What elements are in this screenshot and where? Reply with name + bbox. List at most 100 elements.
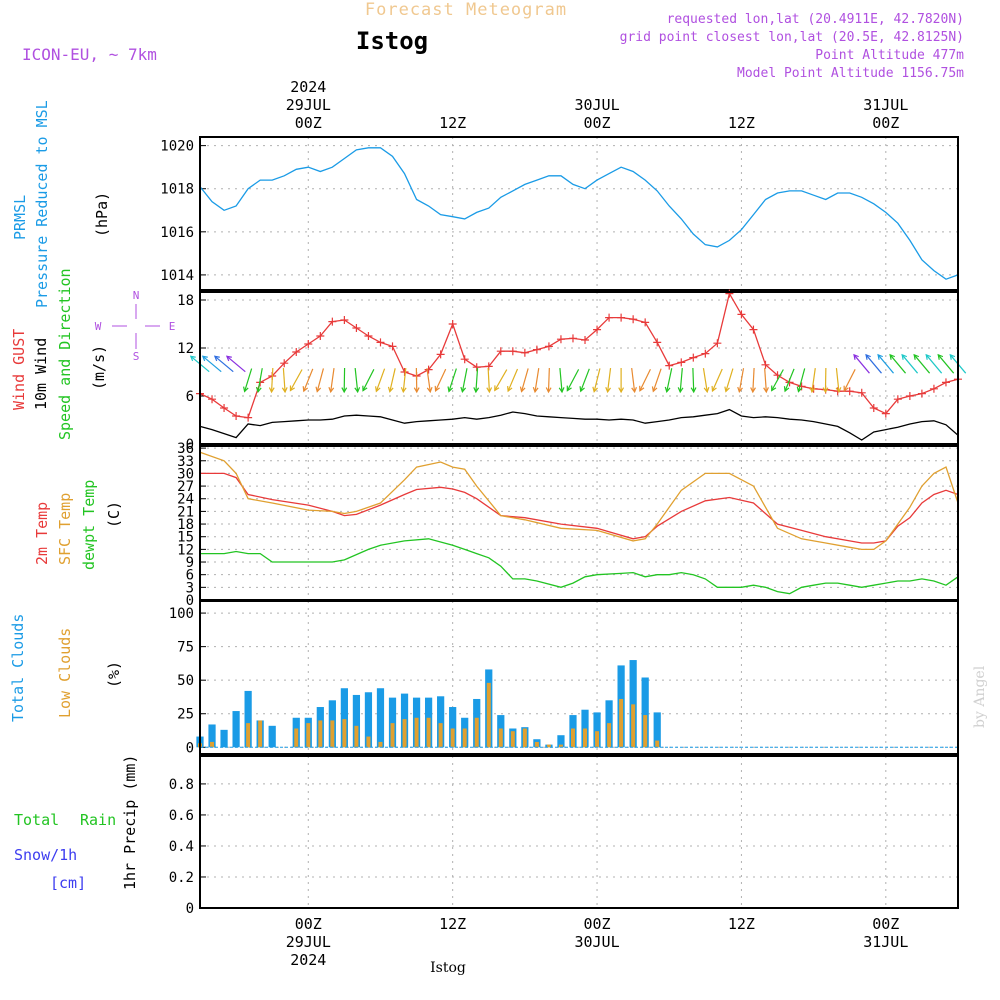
pressure-side-labels: PRMSL Pressure Reduced to MSL (hPa) [11,100,111,308]
wind-arrow-head [690,387,697,394]
wind-arrow [289,369,303,391]
gust-point [532,345,541,354]
total-cloud-bar [557,735,565,748]
time-label: 29JUL [286,933,331,951]
y-tick-label: 1020 [160,139,194,155]
time-label: 29JUL [286,96,331,114]
compass-e: E [169,320,176,333]
wind-arrow-head [189,355,196,362]
y-tick-label: 100 [169,606,194,622]
low-cloud-bar [583,728,588,748]
series-line [199,408,959,441]
wind-arrow-head [579,386,585,393]
wind-arrow [214,355,234,373]
low-cloud-bar [522,728,527,748]
gust-point [292,348,301,356]
wind-arrow [692,367,695,393]
gust-point [328,317,337,326]
wind-arrow [631,368,636,392]
low-cloud-bar [378,741,383,748]
gust-point [641,318,650,327]
credit-watermark: by Angel [972,665,988,728]
total-cloud-bar [376,688,385,748]
wind-arrow [835,368,840,392]
wind-arrow-head [750,387,756,394]
wind-arrow-head [651,386,658,393]
wind-arrow [547,367,550,393]
time-label: 00Z [295,915,322,933]
total-clouds-label: Total Clouds [9,614,27,722]
wind-arrow [580,368,590,392]
wind-arrow-head [426,386,433,394]
gust-point [869,404,878,412]
wind-arrow-head [558,387,565,394]
panel-frame [199,136,959,291]
low-clouds-label: Low Clouds [56,628,74,718]
pressure-unit-label: (hPa) [93,192,111,237]
y-tick-label: 6 [186,389,194,405]
wind-arrow [389,368,396,392]
low-cloud-bar [607,723,612,748]
y-tick-label: 50 [177,673,194,689]
wind-arrow [889,354,907,374]
wind-arrow-head [315,386,322,393]
time-label: 30JUL [574,933,619,951]
point-altitude: Point Altitude 477m [815,48,964,63]
wind-arrow-head [302,386,309,393]
wind-arrow-head [400,387,407,394]
wind-arrow-head [843,385,849,392]
y-tick-label: 9 [186,555,194,571]
wind-arrow-head [592,386,598,393]
y-tick-label: 24 [177,492,194,508]
time-label: 00Z [584,915,611,933]
wind-arrow [738,368,745,392]
bottom-time-axis: 00Z29JUL202412Z00Z30JUL12Z00Z31JUL12Z [286,915,909,969]
wind-arrow-head [255,386,262,394]
gust-point [833,387,842,396]
series-line [199,451,959,551]
total-cloud-bar [352,694,361,748]
low-cloud-bar [474,717,479,748]
wind-arrow [725,368,734,392]
wind-10m-label: 10m Wind [32,338,50,410]
gust-point [472,363,481,372]
total-cloud-bar [629,660,637,748]
wind-arrow [487,367,490,393]
wind-arrow [202,355,222,373]
model-label: ICON-EU, ~ 7km [22,45,157,64]
wind-arrow-head [949,353,956,360]
snow-label: Snow/1h [14,846,77,864]
time-label: 00Z [872,114,899,132]
total-cloud-bar [449,707,457,748]
wind-arrow-head [532,386,539,394]
wind-arrow-head [631,387,638,394]
wind-arrow [316,368,325,392]
wind-arrow-head [865,353,871,360]
wind-arrow-head [937,353,944,360]
wind-arrow [244,368,253,392]
gust-point [689,353,698,362]
low-cloud-bar [366,736,371,748]
wind-arrow [865,354,882,374]
compass-w: W [95,320,102,333]
wind-arrow [402,368,407,392]
wind-arrow-head [494,385,500,392]
wind-arrow-head [281,387,288,394]
time-label: 12Z [728,915,755,933]
y-tick-label: 21 [177,504,194,520]
total-cloud-bar [208,724,216,748]
gust-point [737,310,746,319]
low-cloud-bar [414,717,419,748]
gust-point [220,404,229,412]
wind-arrow-head [434,385,440,393]
grid-point-coords: grid point closest lon,lat (20.5E, 42.81… [620,30,964,45]
series-line [199,147,959,280]
wind-arrow [375,368,386,392]
wind-arrow-head [771,385,777,392]
precip-axis-label: 1hr Precip (mm) [121,755,139,890]
temp2m-label: 2m Temp [33,502,51,565]
clouds-side-labels: Total Clouds Low Clouds (%) [9,614,123,722]
wind-arrow-head [913,353,920,360]
pressure-msl-label: Pressure Reduced to MSL [33,100,51,308]
wind-arrow [354,368,359,392]
